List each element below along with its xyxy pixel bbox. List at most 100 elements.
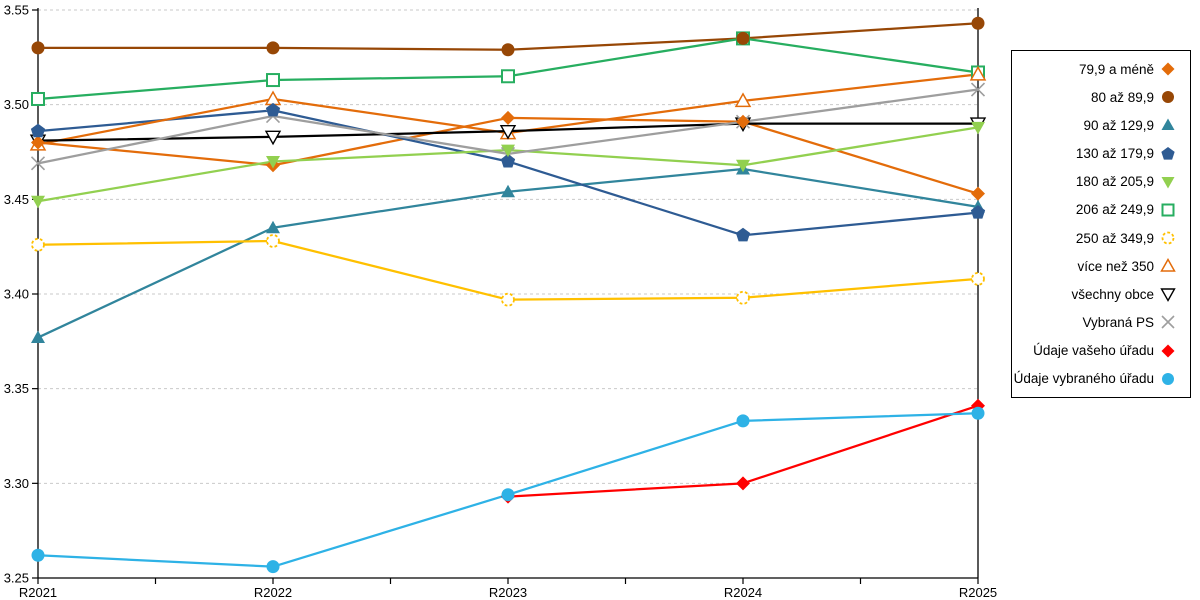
data-point-marker	[31, 548, 45, 562]
circle-legend-marker-icon	[1162, 372, 1174, 385]
diamond-legend-marker-icon	[1161, 62, 1175, 76]
data-point-marker	[266, 41, 280, 55]
legend-item: Vybraná PS	[1018, 314, 1176, 330]
series-line-6	[36, 239, 980, 301]
y-axis-label: 3.30	[4, 476, 29, 491]
data-point-marker	[971, 121, 985, 135]
data-point-marker	[1161, 146, 1175, 160]
data-point-marker	[736, 114, 750, 129]
data-point-marker	[736, 414, 750, 428]
y-axis-label: 3.55	[4, 3, 29, 18]
triangle-up-legend-marker-icon	[1160, 258, 1176, 272]
data-point-marker	[1161, 176, 1175, 189]
data-point-marker	[499, 124, 517, 140]
legend-item: 90 až 129,9	[1018, 117, 1176, 133]
circle-legend-marker-icon	[1162, 91, 1174, 104]
data-point-marker	[31, 135, 45, 150]
data-point-marker	[971, 186, 985, 201]
chart-legend: 79,9 a méně 80 až 89,9 90 až 129,9 130 až 1…	[1011, 50, 1191, 398]
data-point-marker	[1161, 344, 1175, 358]
legend-label: 206 až 249,9	[1075, 202, 1154, 218]
data-point-marker	[971, 16, 985, 30]
data-point-marker	[1160, 288, 1176, 303]
data-point-marker	[1161, 203, 1175, 217]
data-point-marker	[30, 123, 46, 138]
legend-item: Údaje vybraného úřadu	[1014, 371, 1176, 387]
data-point-marker	[736, 31, 750, 45]
y-axis-label: 3.40	[4, 287, 29, 302]
data-point-marker	[736, 159, 750, 173]
data-point-marker	[971, 406, 985, 420]
pentagon-legend-marker-icon	[1161, 146, 1175, 160]
diamond-legend-marker-icon	[1161, 344, 1175, 358]
legend-label: Vybraná PS	[1082, 314, 1154, 330]
data-point-marker	[31, 195, 45, 209]
data-point-marker	[1161, 315, 1175, 330]
legend-item: 130 až 179,9	[1018, 146, 1176, 162]
legend-item: 250 až 349,9	[1018, 230, 1176, 246]
data-point-marker	[501, 292, 515, 307]
legend-label: více než 350	[1077, 258, 1154, 274]
data-point-marker	[266, 234, 280, 248]
data-point-marker	[1161, 62, 1175, 76]
triangle-down-legend-marker-icon	[1160, 288, 1176, 303]
legend-label: 130 až 179,9	[1075, 146, 1154, 162]
data-point-marker	[970, 205, 986, 219]
data-point-marker	[31, 91, 45, 106]
x-axis-label: R2023	[489, 585, 527, 600]
x-axis-label: R2021	[19, 585, 57, 600]
legend-item: všechny obce	[1018, 286, 1176, 303]
data-point-marker	[1162, 372, 1174, 385]
legend-label: 180 až 205,9	[1075, 174, 1154, 190]
data-point-marker	[501, 488, 515, 502]
data-point-marker	[31, 237, 45, 252]
data-point-marker	[500, 153, 516, 168]
data-point-marker	[735, 227, 751, 242]
legend-label: 250 až 349,9	[1075, 230, 1154, 246]
y-axis-label: 3.35	[4, 381, 29, 396]
legend-label: 79,9 a méně	[1078, 61, 1154, 77]
square-legend-marker-icon	[1161, 203, 1175, 217]
y-axis-label: 3.25	[4, 571, 29, 586]
data-point-marker	[31, 41, 45, 55]
data-point-marker	[734, 92, 752, 108]
x-legend-marker-icon	[1161, 315, 1175, 330]
data-point-marker	[501, 144, 515, 158]
data-point-marker	[1161, 231, 1175, 245]
legend-label: všechny obce	[1071, 286, 1154, 302]
data-point-marker	[266, 73, 280, 88]
data-point-marker	[1160, 258, 1176, 272]
data-point-marker	[266, 560, 280, 574]
data-point-marker	[264, 90, 282, 106]
y-axis-label: 3.50	[4, 97, 29, 112]
data-point-marker	[31, 330, 45, 344]
data-point-marker	[1162, 91, 1174, 104]
legend-item: 206 až 249,9	[1018, 202, 1176, 218]
x-axis-label: R2024	[724, 585, 762, 600]
legend-label: Údaje vašeho úřadu	[1033, 343, 1154, 359]
data-point-marker	[969, 65, 987, 81]
x-axis-label: R2022	[254, 585, 292, 600]
data-point-marker	[736, 476, 750, 491]
data-point-marker	[501, 69, 515, 84]
legend-item: Údaje vašeho úřadu	[1018, 343, 1176, 359]
legend-item: 80 až 89,9	[1018, 89, 1176, 105]
triangle-down-legend-marker-icon	[1161, 176, 1175, 189]
data-point-marker	[971, 271, 985, 286]
legend-label: 80 až 89,9	[1090, 89, 1154, 105]
triangle-up-legend-marker-icon	[1161, 118, 1175, 131]
data-point-marker	[265, 102, 281, 117]
data-point-marker	[501, 43, 515, 57]
legend-item: 79,9 a méně	[1018, 61, 1176, 77]
data-point-marker	[266, 220, 280, 234]
data-point-marker	[264, 130, 282, 146]
y-axis-label: 3.45	[4, 192, 29, 207]
legend-label: 90 až 129,9	[1083, 117, 1154, 133]
data-point-marker	[1161, 118, 1175, 131]
legend-item: více než 350	[1018, 258, 1176, 274]
data-point-marker	[501, 184, 515, 198]
data-point-marker	[266, 155, 280, 169]
x-axis-label: R2025	[959, 585, 997, 600]
